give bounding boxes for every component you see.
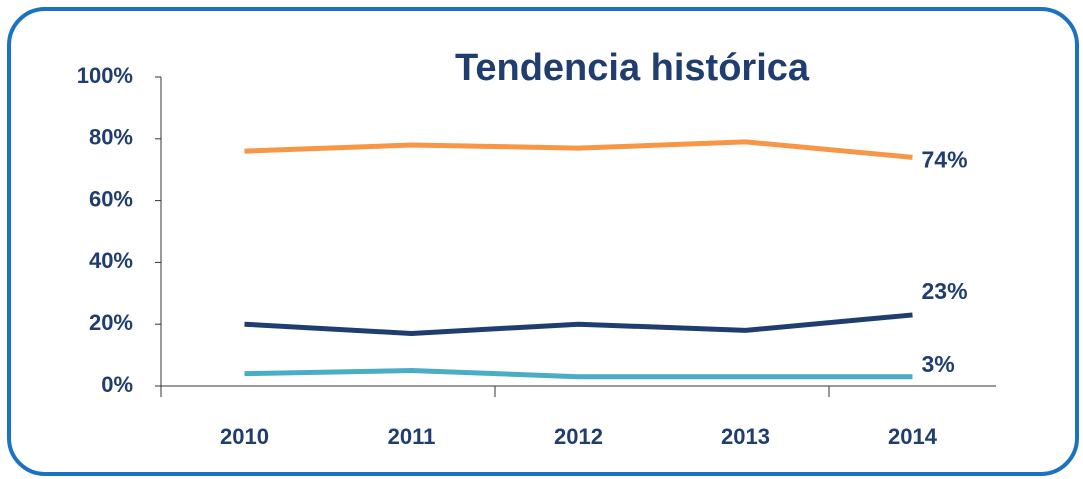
y-tick-label: 0% — [101, 372, 133, 397]
series-line — [244, 368, 913, 380]
y-tick-label: 20% — [89, 310, 133, 335]
series-line — [244, 139, 913, 160]
series-line — [244, 312, 913, 336]
frame — [7, 7, 1079, 476]
value-label: 3% — [922, 351, 955, 377]
x-tick-label: 2014 — [888, 424, 938, 449]
value-label: 23% — [922, 278, 968, 304]
x-tick-label: 2012 — [554, 424, 603, 449]
y-tick-label: 60% — [89, 186, 133, 211]
value-label: 74% — [922, 146, 968, 172]
x-tick-label: 2010 — [220, 424, 269, 449]
x-tick-label: 2011 — [388, 424, 436, 449]
y-tick-label: 100% — [77, 63, 133, 88]
chart-title: Tendencia histórica — [455, 47, 810, 89]
x-tick-label: 2013 — [721, 424, 770, 449]
y-tick-label: 80% — [89, 125, 133, 150]
y-tick-label: 40% — [89, 248, 133, 273]
